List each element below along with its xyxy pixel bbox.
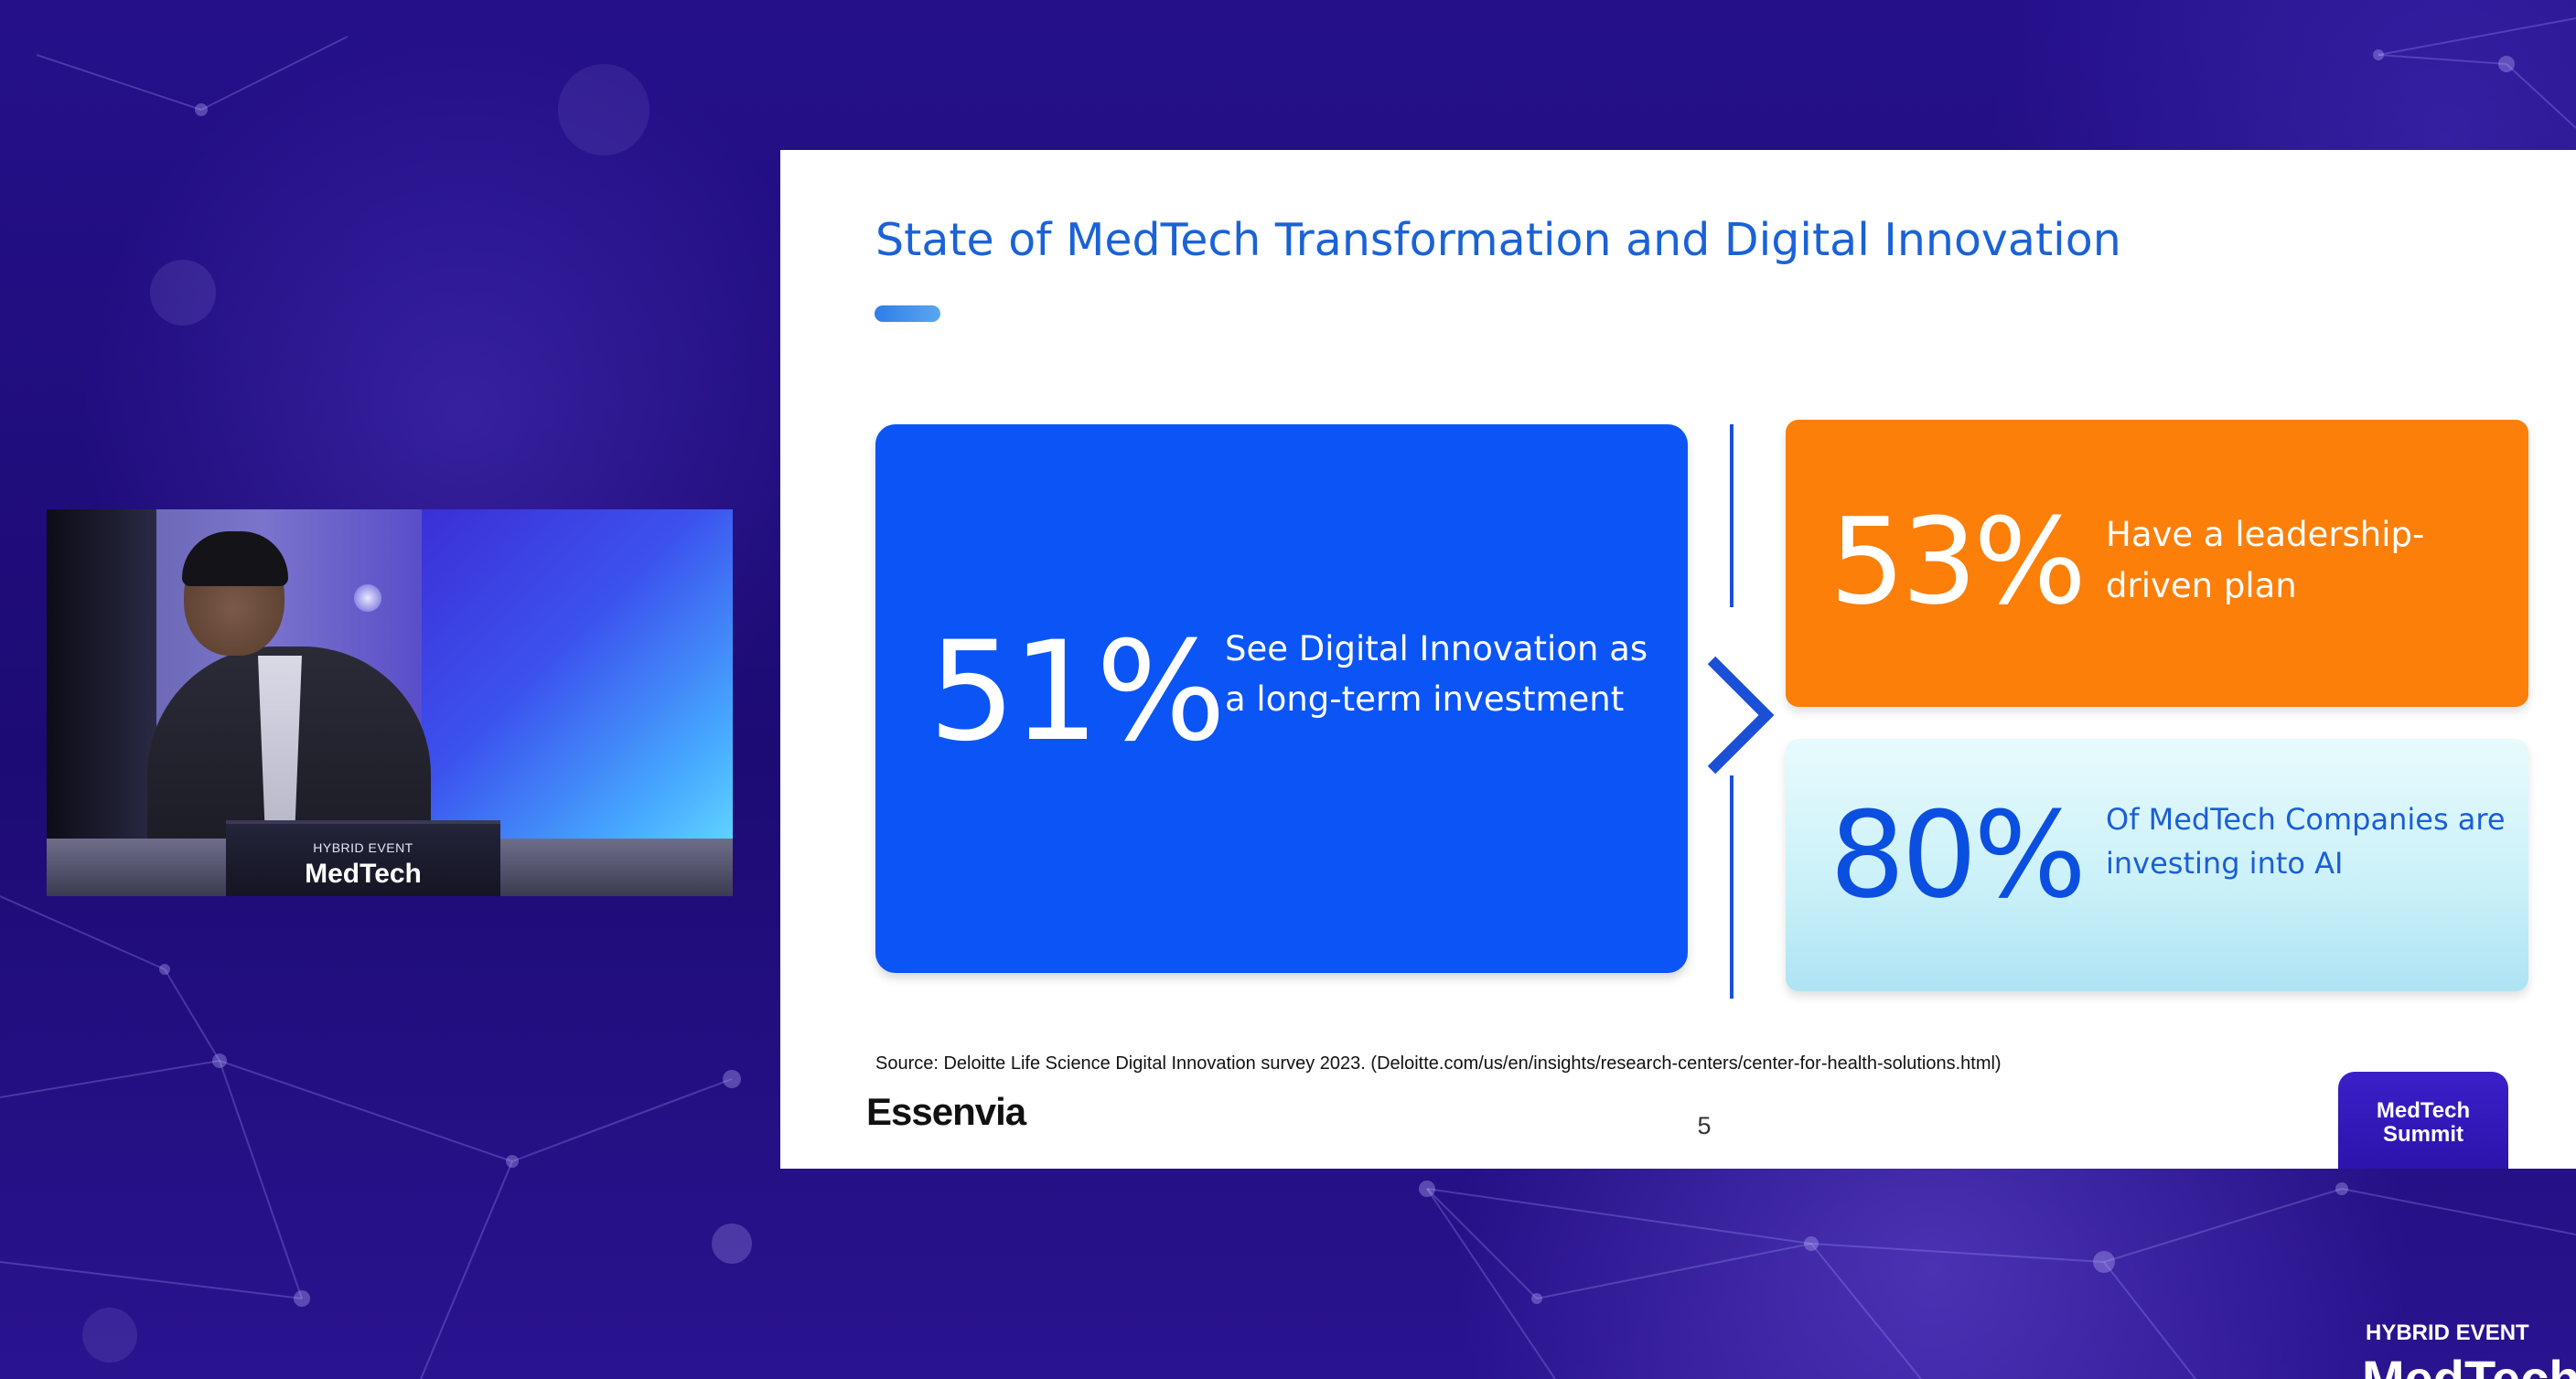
speaker-video: HYBRID EVENT MedTech bbox=[47, 509, 733, 896]
podium-brand: MedTech bbox=[305, 859, 422, 889]
stat-card-leadership-plan: 53% Have a leadership-driven plan bbox=[1786, 420, 2528, 707]
stat-card-ai-investment: 80% Of MedTech Companies are investing i… bbox=[1786, 739, 2528, 991]
title-accent-bar bbox=[875, 305, 940, 322]
stage-light-icon bbox=[354, 584, 381, 612]
podium: HYBRID EVENT MedTech bbox=[226, 820, 500, 896]
stat-value: 51% bbox=[928, 613, 1226, 772]
medtech-summit-badge: MedTech Summit bbox=[2338, 1072, 2508, 1169]
video-curtain bbox=[47, 509, 156, 896]
stat-description: Have a leadership-driven plan bbox=[2106, 515, 2425, 605]
stat-description: See Digital Innovation as a long-term in… bbox=[1225, 629, 1648, 719]
essenvia-logo: Essenvia bbox=[866, 1090, 1026, 1133]
page-number: 5 bbox=[1697, 1112, 1712, 1139]
event-label: HYBRID EVENT bbox=[2366, 1320, 2529, 1345]
divider-line-bottom bbox=[1730, 775, 1733, 999]
speaker-shirt bbox=[258, 656, 302, 839]
stat-card-digital-innovation: 51% See Digital Innovation as a long-ter… bbox=[875, 424, 1688, 973]
presentation-slide: State of MedTech Transformation and Digi… bbox=[780, 150, 2576, 1169]
divider-line-top bbox=[1730, 424, 1733, 607]
slide-title: State of MedTech Transformation and Digi… bbox=[875, 214, 2121, 266]
podium-label: HYBRID EVENT bbox=[313, 840, 413, 855]
chevron-right-icon bbox=[1707, 656, 1775, 775]
stat-value: 53% bbox=[1830, 492, 2087, 631]
stat-description: Of MedTech Companies are investing into … bbox=[2106, 802, 2506, 881]
stat-value: 80% bbox=[1830, 786, 2087, 925]
event-brand-container: MedTech bbox=[2362, 1353, 2576, 1379]
source-citation: Source: Deloitte Life Science Digital In… bbox=[875, 1053, 2002, 1074]
event-brand: MedTech bbox=[2362, 1353, 2576, 1379]
